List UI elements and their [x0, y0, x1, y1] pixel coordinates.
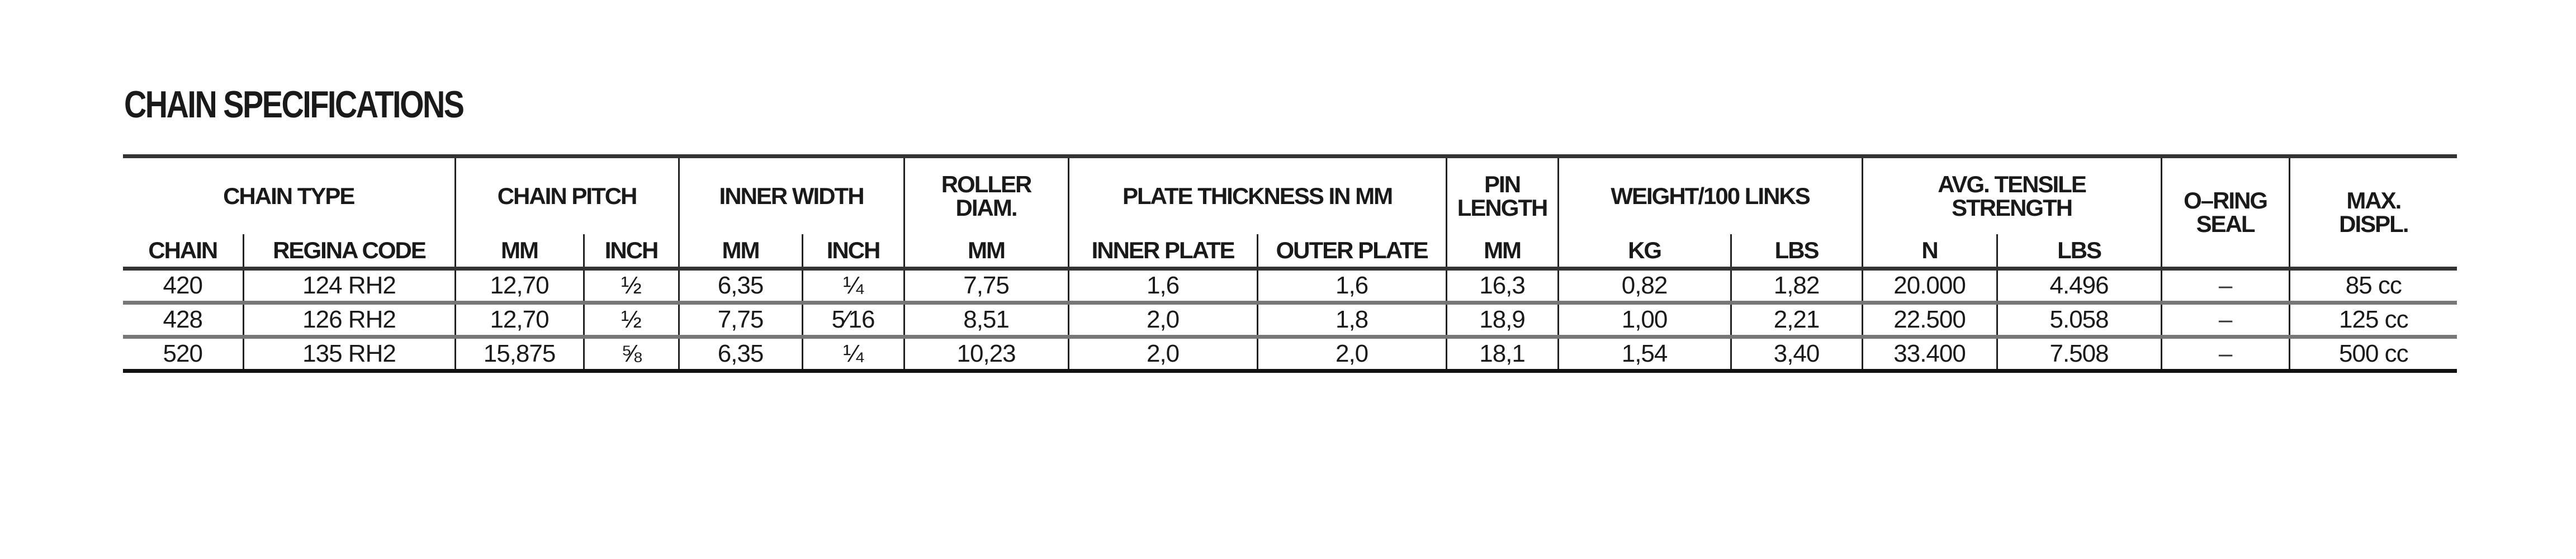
subheader-inner-plate: INNER PLATE — [1067, 234, 1258, 271]
cell-width-inch: ¼ — [801, 337, 905, 373]
cell-roller-mm: 7,75 — [903, 268, 1069, 305]
subheader-weight-lbs: LBS — [1730, 234, 1863, 271]
cell-width-inch: ¼ — [801, 268, 905, 305]
cell-weight-lbs: 2,21 — [1730, 302, 1863, 339]
cell-pitch-mm: 12,70 — [454, 302, 584, 339]
cell-tensile-lbs: 7.508 — [1996, 337, 2162, 373]
cell-pitch-inch: ½ — [583, 268, 679, 305]
cell-chain: 428 — [123, 302, 243, 339]
cell-pitch-inch: ½ — [583, 302, 679, 339]
cell-tensile-lbs: 4.496 — [1996, 268, 2162, 305]
cell-oring-seal: – — [2160, 302, 2290, 339]
cell-width-mm: 7,75 — [678, 302, 803, 339]
cell-weight-lbs: 1,82 — [1730, 268, 1863, 305]
cell-outer-plate: 1,6 — [1256, 268, 1447, 305]
table-row: 520 135 RH2 15,875 ⅝ 6,35 ¼ 10,23 2,0 2,0 18,1 1,5… — [123, 337, 2457, 373]
cell-tensile-n: 33.400 — [1861, 337, 1997, 373]
sub-header-row: CHAIN REGINA CODE MM INCH MM INCH MM INN… — [123, 234, 2457, 271]
cell-max-displ: 500 cc — [2288, 337, 2457, 373]
cell-max-displ: 85 cc — [2288, 268, 2457, 305]
cell-tensile-n: 20.000 — [1861, 268, 1997, 305]
cell-weight-kg: 1,54 — [1557, 337, 1731, 373]
cell-regina-code: 126 RH2 — [242, 302, 456, 339]
cell-inner-plate: 2,0 — [1067, 337, 1258, 373]
page-title: CHAIN SPECIFICATIONS — [124, 83, 465, 126]
cell-inner-plate: 1,6 — [1067, 268, 1258, 305]
cell-outer-plate: 1,8 — [1256, 302, 1447, 339]
header-inner-width: INNER WIDTH — [678, 154, 905, 234]
cell-weight-kg: 1,00 — [1557, 302, 1731, 339]
subheader-tensile-lbs: LBS — [1996, 234, 2162, 271]
subheader-regina-code: REGINA CODE — [242, 234, 456, 271]
cell-regina-code: 124 RH2 — [242, 268, 456, 305]
subheader-pitch-inch: INCH — [583, 234, 679, 271]
subheader-width-mm: MM — [678, 234, 803, 271]
cell-oring-seal: – — [2160, 337, 2290, 373]
cell-tensile-lbs: 5.058 — [1996, 302, 2162, 339]
cell-pitch-inch: ⅝ — [583, 337, 679, 373]
cell-pin-mm: 18,9 — [1445, 302, 1559, 339]
header-max-displ: MAX. DISPL. — [2288, 154, 2457, 271]
header-oring-seal: O–RING SEAL — [2160, 154, 2290, 271]
cell-weight-lbs: 3,40 — [1730, 337, 1863, 373]
subheader-chain: CHAIN — [123, 234, 243, 271]
subheader-tensile-n: N — [1861, 234, 1997, 271]
subheader-pin-mm: MM — [1445, 234, 1559, 271]
subheader-outer-plate: OUTER PLATE — [1256, 234, 1447, 271]
cell-pitch-mm: 12,70 — [454, 268, 584, 305]
header-chain-pitch: CHAIN PITCH — [454, 154, 679, 234]
cell-pin-mm: 18,1 — [1445, 337, 1559, 373]
cell-pin-mm: 16,3 — [1445, 268, 1559, 305]
cell-oring-seal: – — [2160, 268, 2290, 305]
cell-pitch-mm: 15,875 — [454, 337, 584, 373]
table-row: 428 126 RH2 12,70 ½ 7,75 5⁄16 8,51 2,0 1,8 18,9 1,… — [123, 302, 2457, 339]
cell-max-displ: 125 cc — [2288, 302, 2457, 339]
header-chain-type: CHAIN TYPE — [123, 154, 456, 234]
cell-roller-mm: 8,51 — [903, 302, 1069, 339]
table-row: 420 124 RH2 12,70 ½ 6,35 ¼ 7,75 1,6 1,6 16,3 0,82 1… — [123, 268, 2457, 305]
subheader-weight-kg: KG — [1557, 234, 1731, 271]
header-tensile-strength: AVG. TENSILE STRENGTH — [1861, 154, 2162, 234]
cell-regina-code: 135 RH2 — [242, 337, 456, 373]
cell-tensile-n: 22.500 — [1861, 302, 1997, 339]
cell-width-inch: 5⁄16 — [801, 302, 905, 339]
cell-chain: 520 — [123, 337, 243, 373]
cell-inner-plate: 2,0 — [1067, 302, 1258, 339]
cell-roller-mm: 10,23 — [903, 337, 1069, 373]
subheader-roller-mm: MM — [903, 234, 1069, 271]
header-pin-length: PIN LENGTH — [1445, 154, 1559, 234]
chain-specifications-table: CHAIN TYPE CHAIN PITCH INNER WIDTH ROLLE… — [123, 154, 2457, 373]
header-weight: WEIGHT/100 LINKS — [1557, 154, 1863, 234]
cell-outer-plate: 2,0 — [1256, 337, 1447, 373]
header-plate-thickness: PLATE THICKNESS IN MM — [1067, 154, 1447, 234]
subheader-width-inch: INCH — [801, 234, 905, 271]
subheader-pitch-mm: MM — [454, 234, 584, 271]
cell-chain: 420 — [123, 268, 243, 305]
header-group-row: CHAIN TYPE CHAIN PITCH INNER WIDTH ROLLE… — [123, 154, 2457, 271]
header-roller-diam: ROLLER DIAM. — [903, 154, 1069, 234]
cell-width-mm: 6,35 — [678, 337, 803, 373]
cell-width-mm: 6,35 — [678, 268, 803, 305]
cell-weight-kg: 0,82 — [1557, 268, 1731, 305]
